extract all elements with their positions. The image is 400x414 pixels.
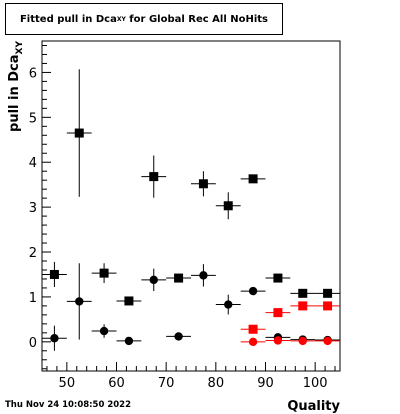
circle-marker [298,336,307,346]
x-tick-label: 90 [257,376,274,391]
square-marker [298,288,308,298]
square-marker [323,288,333,298]
y-tick-label: 0 [29,336,37,351]
square-marker [273,308,283,318]
circle-marker [174,332,183,341]
square-marker [248,174,258,184]
title-subscript: XY [116,15,126,23]
circle-marker [248,286,258,296]
circle-marker [99,326,109,336]
circle-marker [50,334,59,343]
y-tick-label: 3 [29,201,37,216]
square-marker [99,268,109,278]
square-marker [74,128,84,138]
y-tick-label: 1 [29,291,37,306]
x-tick-label: 50 [59,376,76,391]
circle-marker [75,297,84,306]
circle-marker [273,336,283,345]
square-marker [298,301,308,311]
circle-marker [149,275,158,285]
square-marker [49,269,59,279]
timestamp: Thu Nov 24 10:08:50 2022 [5,400,132,410]
square-marker [198,179,208,189]
y-tick-label: 6 [29,66,37,81]
title-prefix: Fitted pull in Dca [19,13,117,25]
square-marker [323,301,333,311]
circle-marker [323,336,332,346]
x-tick-label: 80 [208,376,225,391]
circle-marker [124,336,134,346]
circle-marker [224,300,233,309]
x-tick-label: 70 [158,376,175,391]
square-marker [124,296,134,306]
x-tick-label: 100 [303,376,328,391]
chart-title: Fitted pull in Dca XY for Global Rec All … [5,3,283,35]
y-axis-label: pull in DcaXY [7,41,25,132]
y-tick-label: 4 [29,156,37,171]
circle-marker [199,271,208,280]
plot-frame [41,40,341,372]
y-tick-label: 5 [29,111,37,126]
circle-marker [248,337,258,347]
square-marker [273,273,283,283]
square-marker [149,172,159,182]
x-axis-label: Quality [287,399,340,414]
square-marker [174,273,184,283]
y-tick-label: 2 [29,246,37,261]
square-marker [248,324,258,334]
x-tick-label: 60 [108,376,125,391]
title-suffix: for Global Rec All NoHits [125,13,269,25]
square-marker [223,201,233,211]
